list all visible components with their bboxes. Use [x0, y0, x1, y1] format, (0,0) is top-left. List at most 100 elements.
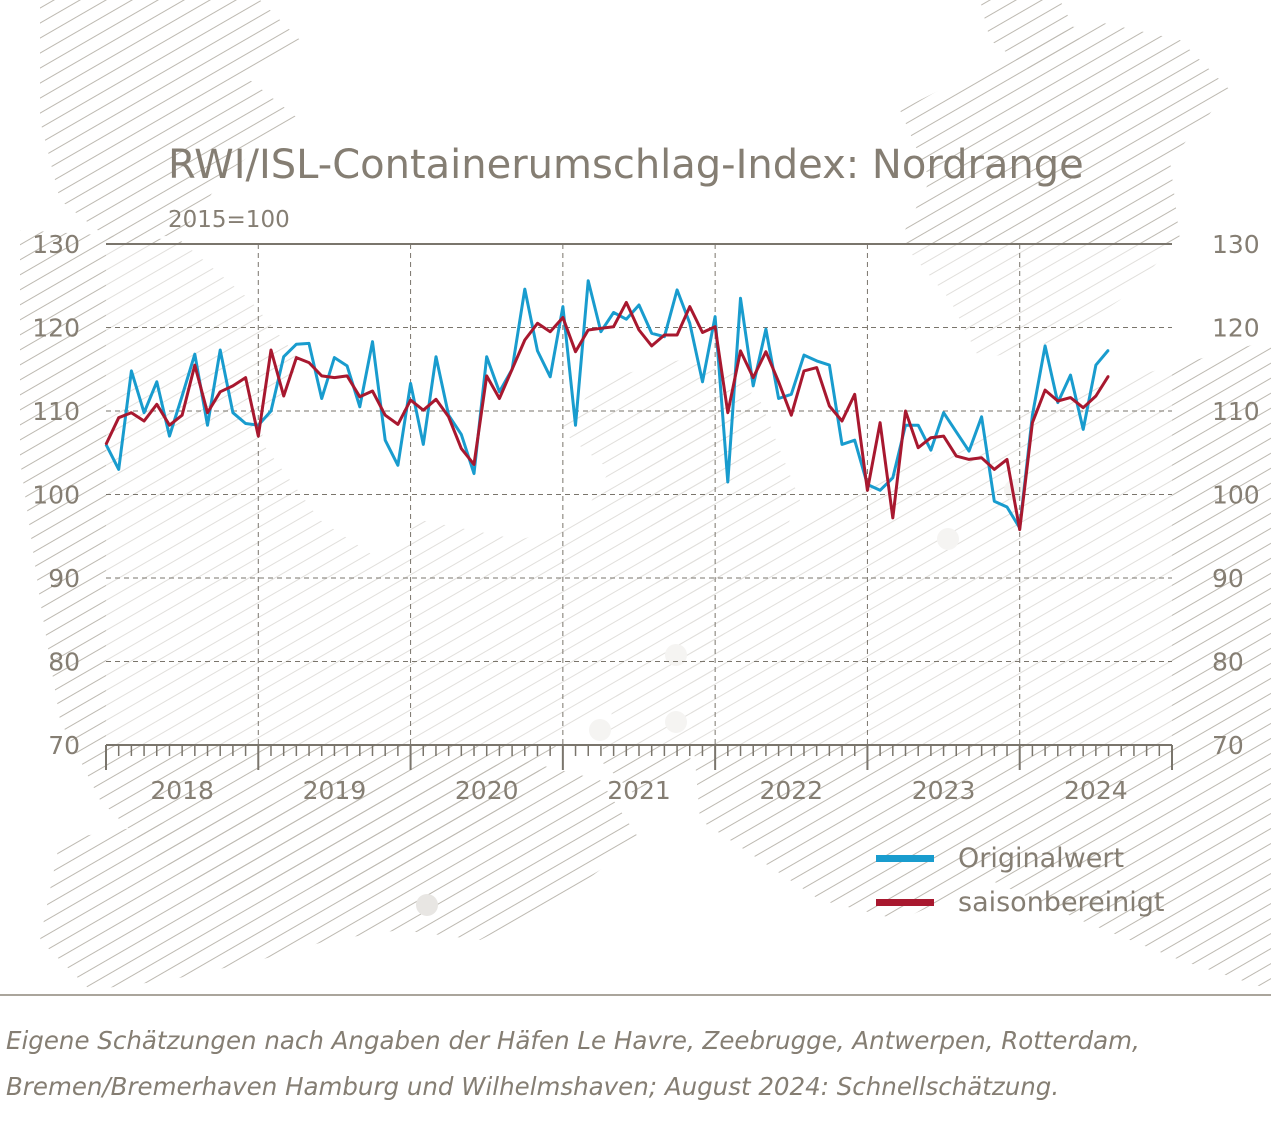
data-point — [942, 411, 945, 414]
data-point — [206, 424, 209, 427]
data-point — [1031, 421, 1034, 424]
data-point — [143, 411, 145, 414]
data-point — [892, 477, 894, 479]
data-point — [625, 318, 628, 321]
data-point — [384, 439, 387, 442]
legend-swatch-original — [876, 854, 934, 862]
data-point — [105, 443, 107, 446]
y-tick-label-left: 130 — [32, 230, 80, 259]
source-note: Eigene Schätzungen nach Angaben der Häfe… — [6, 1026, 1140, 1101]
data-point — [168, 424, 171, 427]
series-line-seasonal — [104, 300, 1110, 532]
data-point — [156, 381, 158, 383]
data-point — [308, 342, 310, 345]
data-point — [422, 443, 425, 446]
data-point — [942, 435, 945, 437]
data-point — [930, 436, 932, 439]
data-point — [397, 423, 399, 426]
x-tick-label: 2022 — [759, 776, 823, 805]
data-point — [536, 350, 539, 352]
data-point — [117, 468, 120, 471]
data-point — [790, 414, 793, 417]
data-point — [765, 328, 767, 331]
data-point — [1095, 395, 1097, 397]
data-point — [904, 410, 907, 412]
data-point — [841, 443, 843, 446]
y-tick-label-right: 110 — [1212, 397, 1260, 426]
data-point — [1044, 345, 1046, 347]
y-tick-label-right: 80 — [1212, 648, 1244, 677]
data-point — [257, 435, 260, 437]
y-tick-label-left: 100 — [32, 481, 80, 510]
chart-title: RWI/ISL-Containerumschlag-Index: Nordran… — [168, 142, 1084, 188]
data-point — [371, 390, 374, 392]
data-point — [714, 315, 716, 318]
data-point — [993, 500, 996, 503]
data-point — [549, 376, 551, 378]
data-point — [752, 385, 754, 387]
y-axis-left: 70 80 90 100 110 120 130 — [32, 230, 80, 760]
data-point — [650, 332, 653, 335]
data-point — [993, 468, 996, 471]
data-point — [892, 517, 894, 519]
y-tick-label-right: 70 — [1212, 731, 1244, 760]
data-point — [536, 322, 539, 325]
data-point — [587, 329, 589, 331]
data-point — [498, 391, 501, 393]
x-tick-label: 2021 — [607, 776, 671, 805]
data-point — [384, 414, 387, 417]
data-point — [574, 350, 577, 353]
data-point — [853, 393, 856, 396]
data-point — [181, 414, 183, 417]
data-point — [460, 447, 463, 450]
data-point — [485, 355, 488, 358]
data-point — [1031, 414, 1034, 417]
data-point — [879, 489, 881, 492]
data-point — [968, 458, 970, 461]
data-point — [1095, 364, 1097, 366]
data-point — [968, 450, 970, 452]
data-point — [143, 420, 145, 422]
data-point — [612, 325, 615, 328]
separator-line — [0, 994, 1271, 996]
data-point — [625, 301, 628, 304]
data-point — [320, 375, 323, 377]
data-point — [409, 399, 412, 401]
data-point — [930, 449, 932, 452]
data-point — [460, 433, 463, 436]
y-tick-label-left: 120 — [32, 314, 80, 343]
data-point — [346, 375, 348, 377]
data-point — [727, 411, 729, 414]
data-point — [1069, 396, 1072, 399]
data-point — [397, 464, 399, 467]
chart-subtitle: 2015=100 — [168, 207, 290, 233]
data-point — [917, 446, 919, 449]
data-point — [765, 350, 767, 353]
data-point — [1044, 389, 1046, 391]
data-point — [777, 381, 780, 383]
data-point — [587, 279, 589, 282]
data-point — [917, 424, 919, 427]
data-point — [955, 431, 958, 433]
data-point — [333, 376, 336, 379]
data-point — [828, 405, 831, 407]
data-point — [803, 354, 805, 356]
data-point — [752, 376, 754, 379]
data-point — [600, 327, 602, 330]
data-point — [219, 391, 221, 393]
data-point — [244, 376, 247, 379]
data-point — [435, 398, 437, 401]
data-point — [612, 311, 615, 314]
data-point — [1069, 374, 1072, 376]
data-point — [650, 345, 653, 347]
data-point — [714, 325, 716, 328]
legend-label-original: Originalwert — [958, 842, 1125, 874]
y-tick-label-right: 90 — [1212, 564, 1244, 593]
legend-item-seasonal: saisonbereinigt — [876, 880, 1165, 924]
data-point — [359, 396, 361, 398]
data-point — [447, 416, 450, 418]
data-point — [562, 316, 564, 319]
series-line-original — [104, 279, 1110, 530]
x-tick-label: 2023 — [912, 776, 976, 805]
